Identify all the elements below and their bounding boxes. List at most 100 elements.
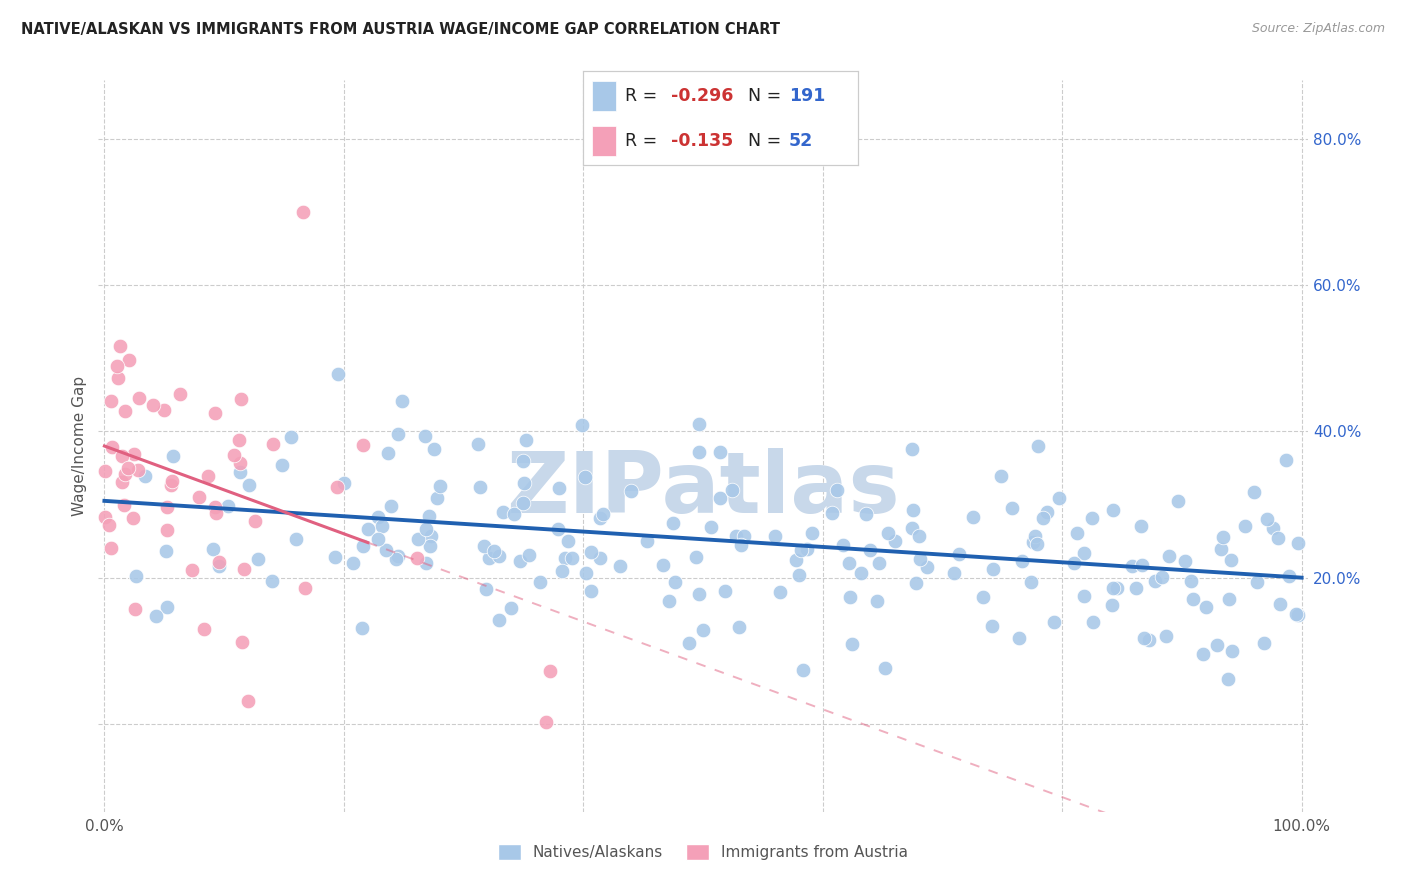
Point: [467, 436, 489, 450]
Point: [620, 484, 643, 499]
Text: R =: R =: [624, 87, 662, 104]
Point: [571, 417, 593, 432]
Point: [328, 367, 350, 381]
Point: [873, 661, 896, 675]
Point: [419, 529, 441, 543]
Point: [100, 541, 122, 556]
Point: [228, 433, 250, 447]
Point: [152, 403, 174, 417]
Point: [575, 566, 598, 580]
Point: [1154, 629, 1177, 643]
Point: [1022, 534, 1045, 549]
Point: [217, 499, 239, 513]
Point: [901, 521, 924, 535]
Point: [709, 491, 731, 505]
Point: [866, 594, 889, 608]
Point: [785, 553, 807, 567]
Point: [796, 541, 818, 556]
Point: [193, 622, 215, 636]
Point: [664, 575, 686, 590]
Point: [187, 491, 209, 505]
Point: [1150, 569, 1173, 583]
Point: [561, 550, 583, 565]
Point: [981, 562, 1004, 576]
Point: [422, 442, 444, 457]
Point: [419, 539, 441, 553]
Point: [1216, 672, 1239, 686]
Point: [1218, 592, 1240, 607]
Point: [709, 444, 731, 458]
Point: [1243, 485, 1265, 500]
Point: [592, 507, 614, 521]
Text: N =: N =: [748, 87, 787, 104]
Point: [792, 663, 814, 677]
Point: [1285, 607, 1308, 622]
Point: [387, 426, 409, 441]
Point: [156, 500, 179, 514]
Point: [1125, 582, 1147, 596]
Point: [838, 557, 860, 571]
Point: [208, 558, 231, 573]
Point: [588, 511, 610, 525]
Point: [990, 468, 1012, 483]
Point: [204, 506, 226, 520]
Point: [111, 449, 134, 463]
Point: [1192, 648, 1215, 662]
Point: [1026, 439, 1049, 453]
Point: [557, 533, 579, 548]
Point: [763, 529, 786, 543]
Text: 100.0%: 100.0%: [1272, 819, 1330, 834]
Point: [1066, 525, 1088, 540]
Point: [406, 532, 429, 546]
Point: [574, 470, 596, 484]
Point: [609, 558, 631, 573]
Point: [733, 529, 755, 543]
Point: [162, 450, 184, 464]
Point: [1278, 569, 1301, 583]
Point: [229, 465, 252, 479]
Point: [1246, 574, 1268, 589]
Point: [352, 438, 374, 452]
Point: [825, 483, 848, 498]
Point: [688, 445, 710, 459]
Point: [769, 584, 792, 599]
Point: [156, 523, 179, 537]
Point: [478, 551, 501, 566]
Point: [728, 620, 751, 634]
Point: [550, 564, 572, 578]
FancyBboxPatch shape: [592, 81, 616, 111]
Point: [821, 506, 844, 520]
Point: [121, 510, 143, 524]
Point: [688, 417, 710, 431]
Point: [204, 500, 226, 515]
Point: [538, 664, 561, 678]
Point: [1011, 554, 1033, 568]
Point: [1063, 556, 1085, 570]
Point: [114, 404, 136, 418]
Point: [962, 510, 984, 524]
Point: [231, 392, 253, 406]
Point: [1008, 632, 1031, 646]
Point: [472, 539, 495, 553]
Point: [509, 554, 531, 568]
Point: [1101, 599, 1123, 613]
Point: [948, 547, 970, 561]
Point: [1129, 519, 1152, 533]
Point: [515, 433, 537, 447]
Point: [1024, 529, 1046, 543]
Point: [554, 550, 576, 565]
Point: [1256, 512, 1278, 526]
Point: [492, 505, 515, 519]
Point: [488, 549, 510, 563]
Point: [1101, 503, 1123, 517]
Point: [127, 463, 149, 477]
Point: [1025, 537, 1047, 551]
Point: [342, 556, 364, 570]
Point: [1121, 558, 1143, 573]
Point: [294, 581, 316, 595]
Point: [1209, 542, 1232, 557]
Point: [488, 613, 510, 627]
Point: [905, 575, 928, 590]
Text: -0.135: -0.135: [671, 132, 734, 150]
Point: [484, 544, 506, 558]
